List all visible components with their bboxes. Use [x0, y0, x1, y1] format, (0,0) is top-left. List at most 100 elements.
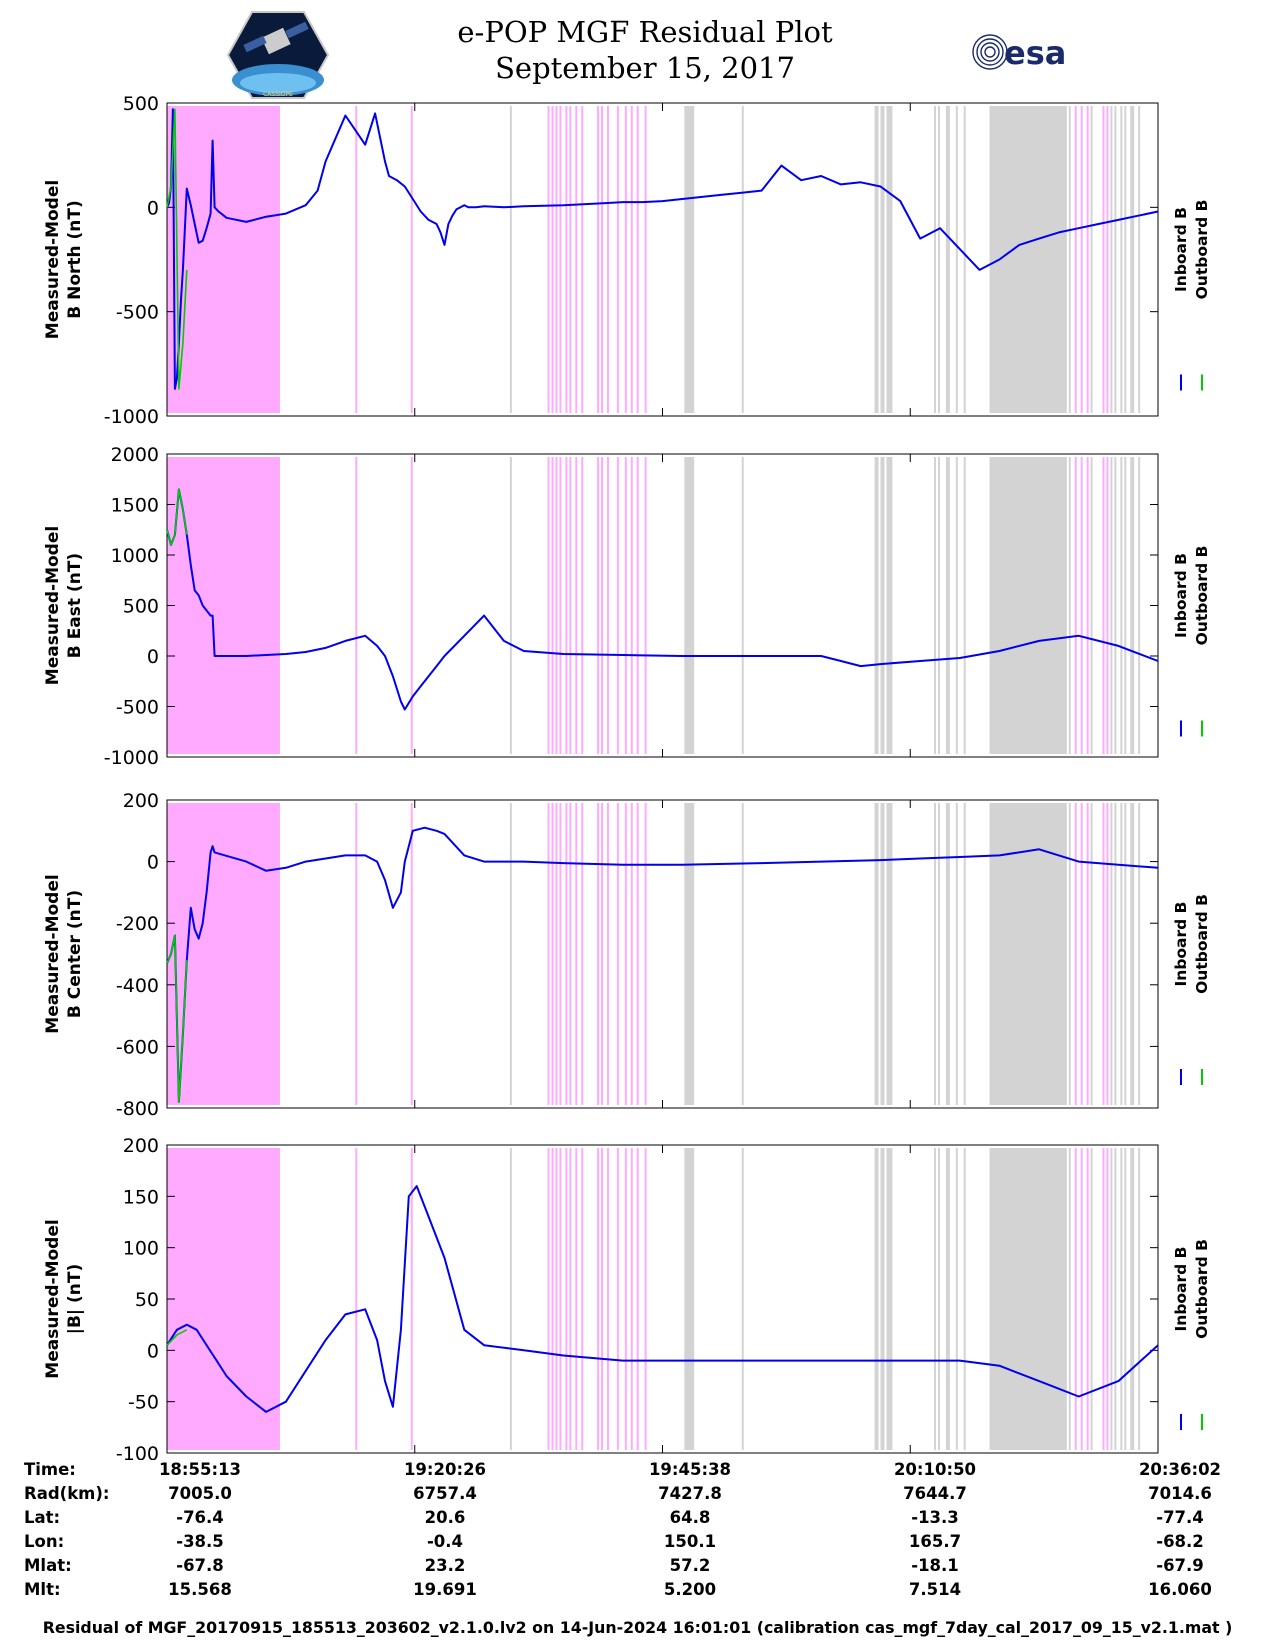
legend-inboard-label: Inboard B	[1172, 1247, 1190, 1332]
gray-band	[880, 1148, 885, 1450]
gray-band	[886, 803, 893, 1105]
magenta-band	[559, 1148, 562, 1450]
magenta-band	[616, 803, 619, 1105]
gray-band	[1114, 1148, 1117, 1450]
magenta-band	[1086, 803, 1089, 1105]
table-row: Lat: -76.4 20.6 64.8 -13.3 -77.4	[0, 1508, 1275, 1532]
gray-band	[1068, 106, 1071, 413]
row-label: Mlat:	[24, 1556, 72, 1575]
table-cell: -67.9	[1156, 1556, 1204, 1575]
magenta-band	[1080, 457, 1083, 754]
y-tick-label: -50	[128, 1392, 159, 1414]
gray-band	[1110, 1148, 1113, 1450]
magenta-band	[1080, 803, 1083, 1105]
gray-band	[880, 457, 885, 754]
magenta-band	[1080, 1148, 1083, 1450]
magenta-band	[551, 803, 554, 1105]
gray-band	[1124, 803, 1127, 1105]
magenta-band	[547, 457, 550, 754]
gray-band	[684, 457, 695, 754]
gray-band	[1090, 106, 1093, 413]
magenta-band	[355, 1148, 358, 1450]
gray-band	[1130, 803, 1135, 1105]
legend-inboard-label: Inboard B	[1172, 902, 1190, 987]
y-axis-label-line-1: Measured-Model	[43, 874, 63, 1033]
y-axis-label-line-1: Measured-Model	[43, 1219, 63, 1378]
table-row: Mlat: -67.8 23.2 57.2 -18.1 -67.9	[0, 1556, 1275, 1580]
gray-band	[1124, 1148, 1127, 1450]
magenta-band	[601, 803, 604, 1105]
y-tick-label: 200	[123, 1135, 159, 1157]
panel-magnitude: 200 150 100 50 0 -50 -100 Measured-Model |B| (nT…	[43, 1135, 1211, 1460]
gray-band	[1068, 803, 1071, 1105]
table-cell: 7005.0	[168, 1484, 232, 1503]
chart-title: e-POP MGF Residual Plot September 15, 20…	[420, 14, 870, 86]
y-axis-label-line-2: B East (nT)	[65, 553, 85, 658]
y-tick-label: -100	[116, 1443, 159, 1460]
gray-band	[1120, 106, 1123, 413]
gray-band	[934, 803, 937, 1105]
gray-band	[886, 457, 893, 754]
y-axis-label-line-2: B Center (nT)	[65, 890, 85, 1018]
y-tick-label: -600	[116, 1036, 159, 1058]
series-line-inboard	[166, 488, 1159, 711]
panel-center: 200 0 -200 -400 -600 -800 Measured-Model B Cent…	[43, 790, 1211, 1120]
table-cell: -0.4	[426, 1532, 464, 1551]
y-axis-label-line-2: |B| (nT)	[65, 1264, 85, 1335]
y-axis-label: Measured-Model B East (nT)	[43, 526, 85, 685]
row-label: Lat:	[24, 1508, 61, 1527]
table-cell: 15.568	[168, 1580, 232, 1599]
table-row: Mlt: 15.568 19.691 5.200 7.514 16.060	[0, 1580, 1275, 1604]
magenta-band	[1106, 106, 1109, 413]
magenta-band	[559, 457, 562, 754]
table-cell: 19.691	[413, 1580, 477, 1599]
series-line-outboard	[166, 934, 188, 1103]
magenta-band	[597, 457, 600, 754]
magenta-band	[559, 106, 562, 413]
legend-inboard-label: Inboard B	[1172, 207, 1190, 292]
y-tick-label: 0	[147, 646, 159, 668]
y-axis-label: Measured-Model |B| (nT)	[43, 1219, 85, 1378]
gray-band	[1068, 457, 1071, 754]
gray-band	[684, 803, 695, 1105]
y-tick-label: -800	[116, 1098, 159, 1120]
gray-band	[874, 106, 879, 413]
gray-band	[1138, 106, 1141, 413]
footer-caption: Residual of MGF_20170915_185513_203602_v…	[42, 1618, 1233, 1637]
gray-band	[1124, 106, 1127, 413]
gray-band	[1114, 457, 1117, 754]
magenta-band	[597, 106, 600, 413]
gray-band	[934, 1148, 937, 1450]
magenta-band	[551, 106, 554, 413]
gray-band	[1130, 1148, 1135, 1450]
y-tick-label: 1000	[111, 545, 159, 567]
magenta-band	[1106, 457, 1109, 754]
y-tick-label: 200	[123, 790, 159, 812]
gray-band	[509, 803, 512, 1105]
table-cell: 150.1	[663, 1532, 717, 1551]
gray-band	[741, 803, 744, 1105]
gray-band	[1090, 457, 1093, 754]
gray-band	[886, 1148, 893, 1450]
magenta-band	[597, 803, 600, 1105]
magenta-band	[636, 803, 639, 1105]
magenta-band	[636, 457, 639, 754]
table-row: Lon: -38.5 -0.4 150.1 165.7 -68.2	[0, 1532, 1275, 1556]
gray-band	[937, 106, 940, 413]
title-line-1: e-POP MGF Residual Plot	[457, 15, 833, 49]
magenta-band	[581, 803, 584, 1105]
magenta-band	[616, 106, 619, 413]
gray-band	[937, 1148, 940, 1450]
magenta-band	[630, 1148, 633, 1450]
magenta-band	[601, 106, 604, 413]
magenta-band	[555, 457, 558, 754]
y-tick-label: 100	[123, 1238, 159, 1260]
gray-band	[684, 1148, 695, 1450]
magenta-band	[569, 457, 572, 754]
gray-band	[963, 803, 966, 1105]
y-tick-label: 2000	[111, 444, 159, 466]
gray-band	[989, 803, 1067, 1105]
table-cell: -77.4	[1156, 1508, 1204, 1527]
y-tick-label: -200	[116, 913, 159, 935]
